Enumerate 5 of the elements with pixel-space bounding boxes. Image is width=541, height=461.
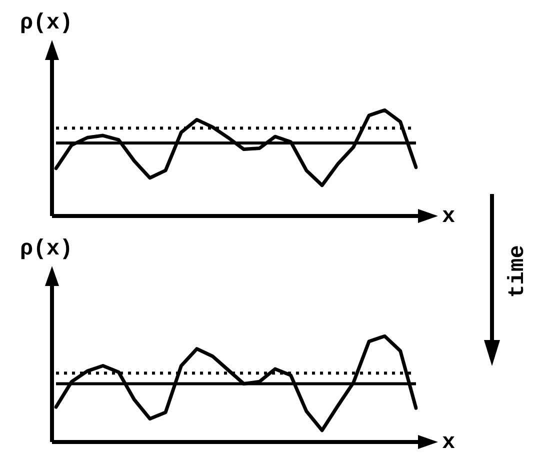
y-axis-title: ρ(x) bbox=[20, 236, 73, 262]
x-axis-title: x bbox=[442, 204, 456, 229]
x-axis-title: x bbox=[442, 430, 456, 455]
y-axis-title: ρ(x) bbox=[20, 10, 73, 36]
text: time bbox=[504, 244, 530, 298]
